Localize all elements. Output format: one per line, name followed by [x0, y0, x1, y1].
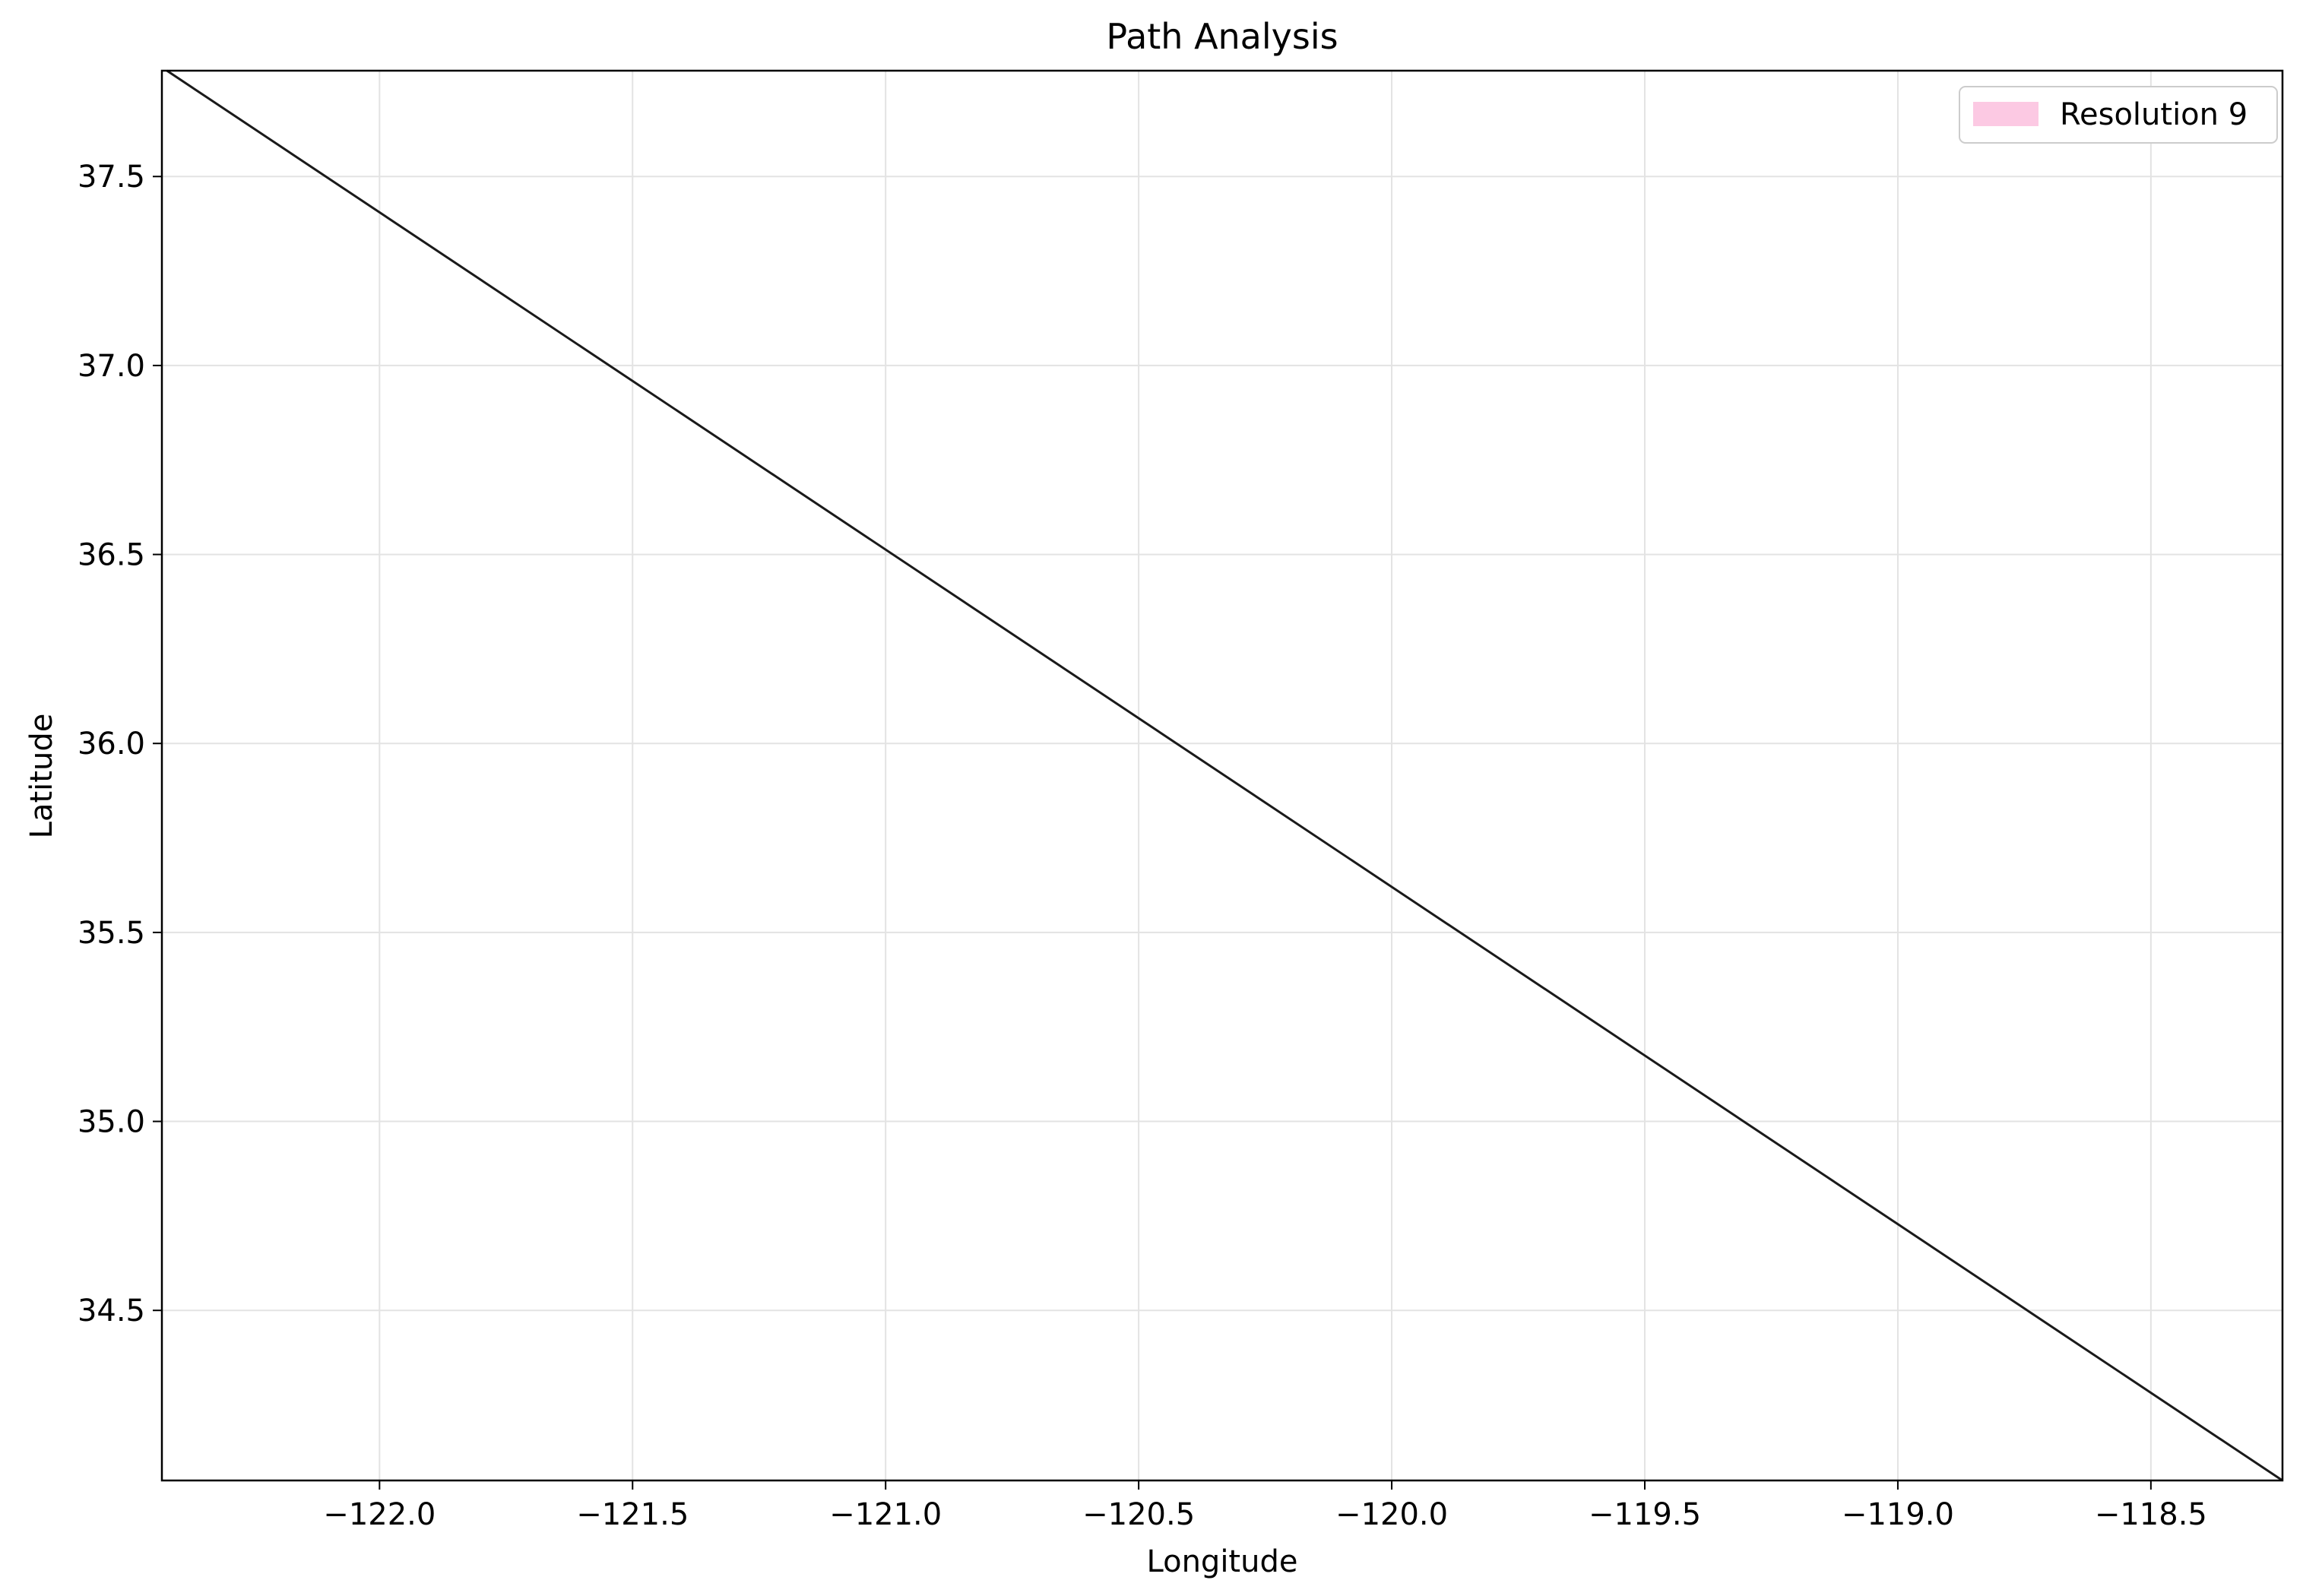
grid [162, 71, 2282, 1480]
x-tick-label: −119.5 [1589, 1497, 1701, 1532]
y-tick-label: 36.0 [78, 727, 145, 762]
legend-swatch [1973, 102, 2038, 126]
y-axis: 34.5 35.0 35.5 36.0 36.5 37.0 37.5 [78, 160, 162, 1328]
path-line [166, 69, 2283, 1482]
chart-title: Path Analysis [1106, 16, 1338, 57]
legend-frame [1959, 86, 2278, 144]
y-tick-label: 36.5 [78, 538, 145, 573]
y-tick-label: 37.5 [78, 160, 145, 195]
y-tick-label: 34.5 [78, 1294, 145, 1328]
x-tick-label: −120.0 [1335, 1497, 1448, 1532]
x-tick-label: −119.0 [1842, 1497, 1954, 1532]
y-axis-title: Latitude [24, 714, 59, 839]
x-axis-title: Longitude [1147, 1544, 1298, 1579]
x-axis: −122.0 −121.5 −121.0 −120.5 −120.0 −119.5 −119… [323, 1480, 2207, 1532]
x-tick-label: −121.5 [576, 1497, 689, 1532]
x-tick-label: −121.0 [829, 1497, 942, 1532]
y-tick-label: 35.0 [78, 1105, 145, 1140]
legend: Resolution 9 [1959, 86, 2278, 144]
plot-area [160, 69, 2284, 1482]
legend-label: Resolution 9 [2060, 97, 2248, 132]
x-tick-label: −118.5 [2095, 1497, 2207, 1532]
y-tick-label: 35.5 [78, 916, 145, 951]
y-tick-label: 37.0 [78, 349, 145, 384]
series-group [166, 69, 2283, 1482]
x-tick-label: −120.5 [1082, 1497, 1195, 1532]
x-tick-label: −122.0 [323, 1497, 436, 1532]
